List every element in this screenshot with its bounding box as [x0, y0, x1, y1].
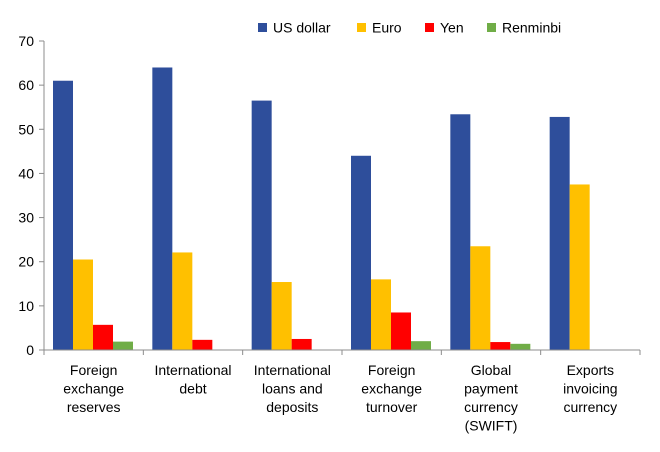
bar-euro	[73, 259, 93, 350]
bar-yen	[291, 338, 312, 350]
bar-renminbi	[510, 343, 531, 350]
x-category-label: Foreign exchange reserves	[63, 362, 124, 415]
x-category-label-line: Foreign	[70, 362, 117, 378]
x-category-label-line: exchange	[361, 381, 422, 397]
x-category-label: Exports invoicing currency	[563, 362, 617, 415]
x-category-label-line: Foreign	[368, 362, 415, 378]
bar-euro	[569, 184, 590, 350]
x-category-label-line: debt	[179, 381, 206, 397]
bar-yen	[391, 312, 411, 350]
x-category-label-line: turnover	[366, 399, 418, 415]
y-tick-label: 20	[18, 254, 34, 270]
bar-us-dollar	[450, 114, 471, 350]
bar-euro	[172, 252, 193, 350]
legend-swatch	[258, 23, 267, 32]
x-category-label-line: deposits	[266, 399, 318, 415]
x-category-label-line: Exports	[567, 362, 614, 378]
bar-euro	[271, 282, 292, 350]
bar-us-dollar	[549, 116, 570, 350]
legend-label: Yen	[440, 20, 464, 36]
legend-label: Renminbi	[502, 20, 561, 36]
chart-legend: US dollar Euro Yen Renminbi	[258, 20, 561, 36]
bars-group	[53, 67, 590, 350]
x-category-label-line: International	[154, 362, 231, 378]
bar-renminbi	[411, 341, 431, 350]
y-tick-label: 70	[18, 33, 34, 49]
y-tick-label: 60	[18, 77, 34, 93]
y-tick-label: 50	[18, 121, 34, 137]
bar-yen	[192, 339, 213, 350]
y-tick-label: 0	[26, 342, 34, 358]
x-category-label-line: International	[254, 362, 331, 378]
y-tick-label: 30	[18, 210, 34, 226]
legend-swatch	[487, 23, 496, 32]
x-category-label: International debt	[154, 362, 231, 397]
x-category-label-line: reserves	[67, 399, 121, 415]
bar-yen	[490, 342, 511, 350]
bar-euro	[470, 246, 491, 350]
legend-label: US dollar	[273, 20, 331, 36]
x-axis: Foreign exchange reserves International debt…	[43, 349, 641, 434]
x-category-label-line: Global	[471, 362, 511, 378]
legend-swatch	[357, 23, 366, 32]
bar-euro	[371, 279, 391, 350]
x-category-label: International loans and deposits	[254, 362, 331, 415]
x-category-label-line: exchange	[63, 381, 124, 397]
legend-swatch	[425, 23, 434, 32]
bar-yen	[93, 324, 113, 350]
y-tick-label: 40	[18, 165, 34, 181]
x-category-label: Foreign exchange turnover	[361, 362, 422, 415]
bar-renminbi	[113, 341, 133, 350]
x-category-label-line: invoicing	[563, 381, 617, 397]
legend-label: Euro	[372, 20, 402, 36]
x-category-label-line: currency	[563, 399, 617, 415]
x-category-label-line: payment	[464, 381, 518, 397]
bar-us-dollar	[251, 100, 272, 350]
x-category-label-line: loans and	[262, 381, 323, 397]
bar-us-dollar	[351, 155, 371, 350]
y-axis: 0 10 20 30 40 50 60 70	[18, 33, 45, 358]
x-category-label-line: currency	[464, 399, 518, 415]
bar-us-dollar	[152, 67, 173, 350]
y-tick-label: 10	[18, 298, 34, 314]
bar-us-dollar	[53, 80, 73, 350]
x-category-label-line: (SWIFT)	[465, 418, 518, 434]
x-category-label: Global payment currency (SWIFT)	[464, 362, 518, 434]
